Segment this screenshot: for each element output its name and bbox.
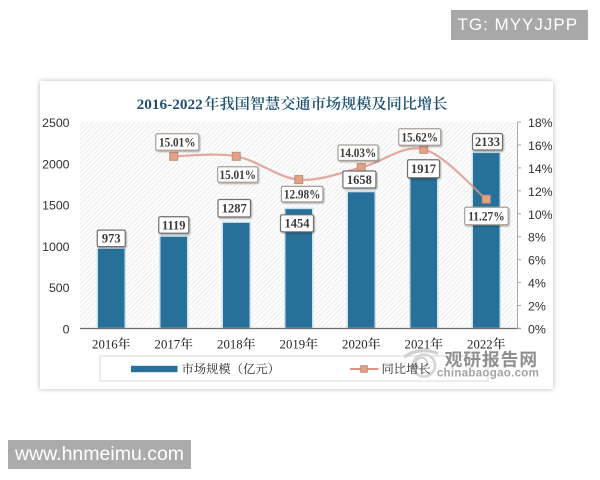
svg-text:12.98%: 12.98%: [284, 187, 321, 201]
svg-text:2019: 2019: [280, 337, 306, 351]
svg-text:973: 973: [102, 232, 121, 246]
svg-text:1658: 1658: [347, 173, 372, 187]
svg-text:2%: 2%: [528, 300, 546, 314]
svg-text:6%: 6%: [528, 254, 546, 268]
svg-text:15.01%: 15.01%: [220, 168, 257, 182]
svg-text:2016: 2016: [92, 337, 118, 351]
svg-text:1119: 1119: [162, 218, 186, 232]
svg-text:2017: 2017: [155, 337, 181, 351]
svg-text:2021: 2021: [405, 337, 431, 351]
svg-text:2133: 2133: [475, 135, 500, 149]
svg-text:11.27%: 11.27%: [468, 209, 505, 223]
svg-text:500: 500: [49, 281, 70, 295]
svg-text:8%: 8%: [528, 231, 546, 245]
svg-text:chinabaogao.com: chinabaogao.com: [437, 368, 539, 380]
svg-text:2016-2022: 2016-2022: [137, 96, 203, 113]
svg-text:2000: 2000: [42, 157, 70, 171]
svg-text:0: 0: [63, 323, 70, 337]
svg-text:16%: 16%: [528, 139, 553, 153]
svg-text:2020: 2020: [342, 337, 368, 351]
svg-text:2018: 2018: [217, 337, 243, 351]
svg-text:14%: 14%: [528, 162, 553, 176]
svg-text:15.62%: 15.62%: [401, 130, 438, 144]
svg-text:1454: 1454: [285, 217, 311, 231]
svg-text:12%: 12%: [528, 185, 553, 199]
svg-text:4%: 4%: [528, 277, 546, 291]
svg-text:15.01%: 15.01%: [159, 135, 196, 149]
svg-text:14.03%: 14.03%: [340, 146, 377, 160]
svg-text:2022: 2022: [467, 337, 493, 351]
svg-text:1917: 1917: [411, 162, 436, 176]
svg-text:1000: 1000: [42, 240, 70, 254]
svg-text:18%: 18%: [528, 116, 553, 130]
svg-text:10%: 10%: [528, 208, 553, 222]
svg-text:0%: 0%: [528, 323, 546, 337]
svg-text:2500: 2500: [42, 116, 70, 130]
svg-text:1500: 1500: [42, 199, 70, 213]
svg-text:1287: 1287: [222, 202, 247, 216]
